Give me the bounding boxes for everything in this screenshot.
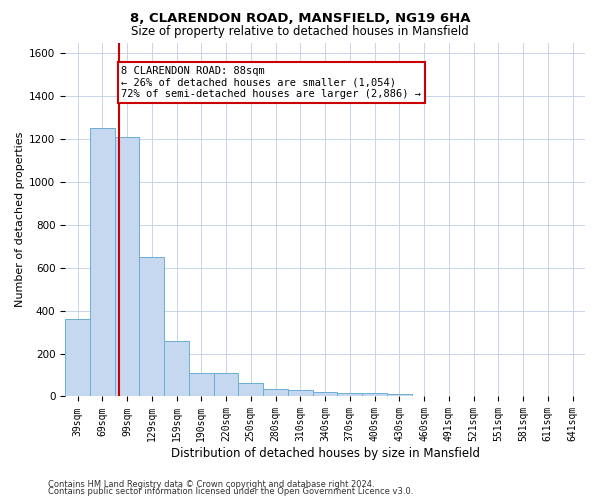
X-axis label: Distribution of detached houses by size in Mansfield: Distribution of detached houses by size …	[170, 447, 479, 460]
Text: 8, CLARENDON ROAD, MANSFIELD, NG19 6HA: 8, CLARENDON ROAD, MANSFIELD, NG19 6HA	[130, 12, 470, 26]
Bar	[214, 373, 238, 396]
Text: 8 CLARENDON ROAD: 88sqm
← 26% of detached houses are smaller (1,054)
72% of semi: 8 CLARENDON ROAD: 88sqm ← 26% of detache…	[121, 66, 421, 100]
Bar	[387, 394, 412, 396]
Bar	[189, 373, 214, 396]
Bar	[115, 137, 139, 396]
Text: Size of property relative to detached houses in Mansfield: Size of property relative to detached ho…	[131, 25, 469, 38]
Y-axis label: Number of detached properties: Number of detached properties	[15, 132, 25, 307]
Bar	[90, 128, 115, 396]
Bar	[139, 257, 164, 396]
Bar	[263, 389, 288, 396]
Text: Contains HM Land Registry data © Crown copyright and database right 2024.: Contains HM Land Registry data © Crown c…	[48, 480, 374, 489]
Bar	[65, 319, 90, 396]
Bar	[313, 392, 337, 396]
Bar	[362, 394, 387, 396]
Bar	[337, 394, 362, 396]
Bar	[164, 340, 189, 396]
Bar	[238, 382, 263, 396]
Text: Contains public sector information licensed under the Open Government Licence v3: Contains public sector information licen…	[48, 487, 413, 496]
Bar	[288, 390, 313, 396]
